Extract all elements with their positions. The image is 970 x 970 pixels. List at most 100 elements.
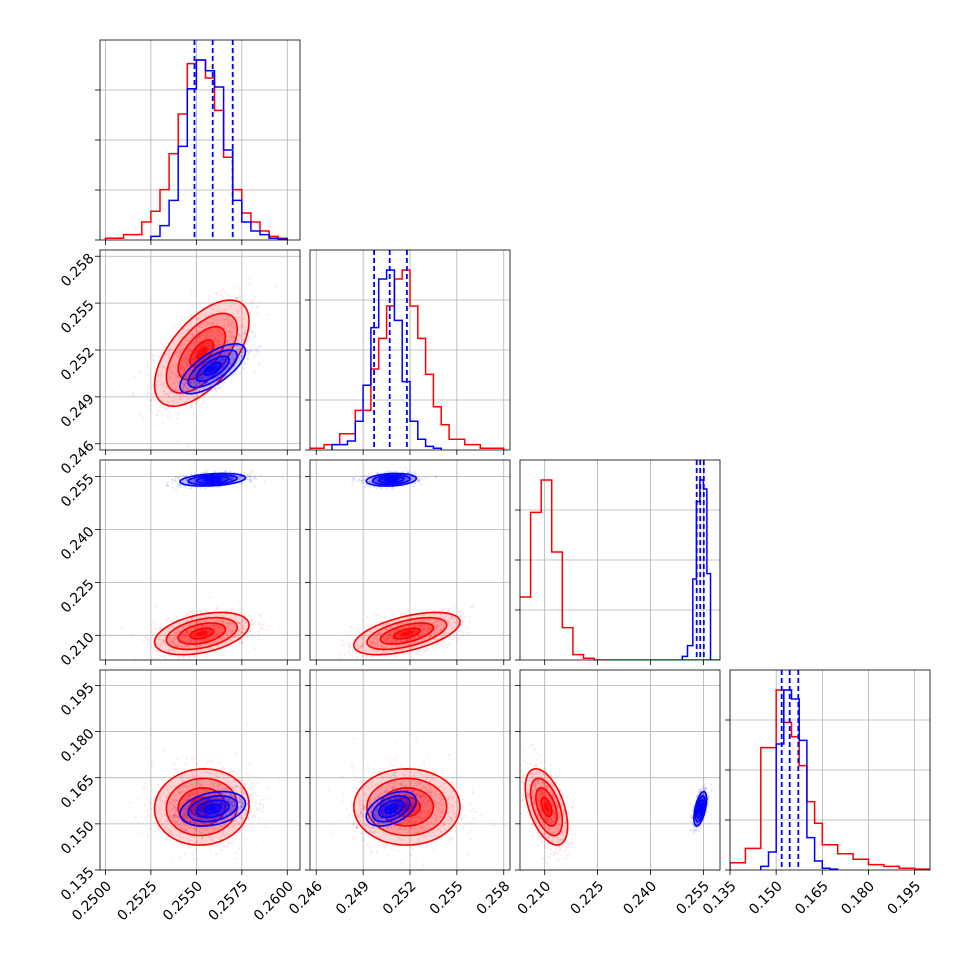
sample-point — [238, 347, 242, 351]
sample-point — [230, 344, 233, 347]
sample-point — [186, 375, 189, 379]
sample-point — [232, 356, 235, 359]
sample-point — [249, 629, 252, 633]
sample-point — [196, 644, 199, 648]
density-level — [195, 346, 208, 360]
sample-point — [187, 640, 190, 644]
sample-point — [219, 310, 222, 313]
sample-point — [188, 656, 191, 659]
sample-point — [220, 333, 223, 337]
sample-point — [194, 627, 197, 630]
sample-point — [201, 480, 204, 483]
sample-point — [169, 627, 172, 630]
sample-point — [246, 350, 249, 353]
sample-point — [241, 323, 244, 326]
sample-point — [242, 367, 245, 370]
sample-point — [206, 364, 209, 367]
sample-point — [240, 612, 243, 616]
sample-point — [230, 334, 233, 337]
sample-point — [193, 342, 196, 345]
sample-point — [188, 613, 191, 617]
sample-point — [226, 320, 229, 323]
sample-point — [183, 626, 186, 630]
sample-point — [227, 347, 230, 350]
sample-point — [202, 322, 206, 325]
sample-point — [168, 385, 171, 389]
sample-point — [215, 319, 218, 322]
sample-point — [166, 649, 169, 652]
sample-point — [120, 626, 123, 629]
sample-point — [185, 343, 188, 346]
sample-point — [265, 350, 268, 354]
sample-point — [199, 382, 202, 385]
sample-point — [278, 628, 281, 631]
sample-point — [228, 470, 231, 473]
sample-point — [172, 390, 175, 393]
sample-point — [250, 475, 253, 478]
sample-point — [452, 605, 455, 609]
sample-point — [230, 477, 233, 480]
sample-point — [194, 644, 197, 647]
sample-point — [235, 345, 238, 348]
sample-point — [189, 480, 192, 483]
sample-point — [185, 478, 188, 481]
sample-point — [149, 399, 152, 402]
sample-point — [224, 359, 227, 362]
sample-point — [164, 353, 167, 356]
sample-point — [235, 297, 238, 300]
sample-point — [453, 636, 456, 639]
sample-point — [197, 389, 201, 392]
sample-point — [247, 340, 250, 343]
sample-point — [213, 650, 216, 653]
sample-point — [184, 382, 187, 385]
sample-point — [176, 381, 179, 385]
sample-point — [235, 297, 238, 300]
sample-point — [218, 329, 221, 332]
sample-point — [176, 666, 178, 668]
sample-point — [191, 651, 194, 654]
sample-point — [198, 317, 202, 320]
sample-point — [240, 351, 243, 354]
sample-point — [193, 412, 196, 415]
sample-point — [138, 370, 141, 373]
sample-point — [190, 610, 193, 613]
sample-point — [201, 480, 204, 483]
sample-point — [242, 613, 245, 617]
sample-point — [170, 392, 173, 395]
sample-point — [344, 653, 347, 656]
sample-point — [162, 640, 165, 643]
sample-point — [181, 481, 184, 484]
sample-point — [189, 646, 192, 649]
sample-point — [230, 477, 233, 480]
sample-point — [149, 404, 152, 407]
sample-point — [209, 637, 212, 641]
sample-point — [200, 625, 203, 628]
sample-point — [184, 359, 187, 362]
sample-point — [194, 388, 197, 391]
sample-point — [184, 375, 187, 378]
sample-point — [238, 628, 241, 632]
sample-point — [174, 476, 177, 479]
sample-point — [441, 609, 444, 612]
sample-point — [226, 341, 229, 345]
sample-point — [231, 361, 234, 364]
sample-point — [182, 645, 185, 649]
sample-point — [214, 385, 217, 389]
sample-point — [241, 351, 244, 354]
sample-point — [237, 351, 240, 354]
sample-point — [181, 626, 184, 629]
sample-point — [184, 388, 187, 391]
sample-point — [364, 633, 367, 637]
sample-point — [229, 357, 232, 360]
sample-point — [237, 340, 240, 343]
sample-point — [182, 625, 186, 628]
sample-point — [235, 308, 238, 311]
sample-point — [177, 643, 180, 646]
contour-line — [179, 342, 247, 395]
sample-point — [177, 476, 180, 479]
sample-point — [231, 476, 234, 479]
sample-point — [187, 358, 190, 361]
sample-point — [219, 358, 222, 361]
sample-point — [229, 478, 233, 481]
sample-point — [215, 359, 218, 362]
